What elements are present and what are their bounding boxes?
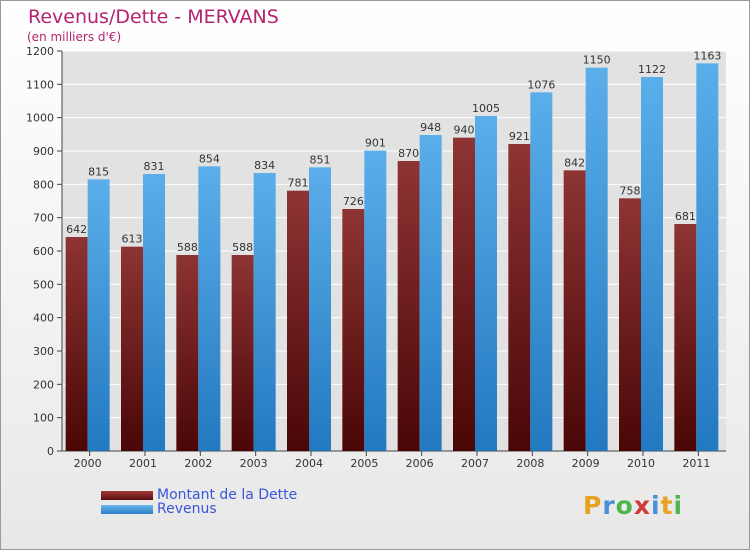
legend-item-revenue: Revenus — [101, 501, 217, 517]
bar-revenue — [198, 166, 221, 452]
y-tick-label: 300 — [33, 345, 54, 358]
x-tick-label: 2011 — [682, 457, 710, 470]
y-tick-label: 1200 — [26, 45, 54, 58]
data-label: 726 — [343, 195, 364, 208]
bar-debt — [65, 237, 88, 451]
x-tick-label: 2002 — [184, 457, 212, 470]
chart-subtitle: (en milliers d'€) — [27, 30, 122, 44]
data-label: 870 — [398, 147, 419, 160]
bar-debt — [231, 255, 254, 451]
bar-revenue — [253, 173, 276, 451]
data-label: 1150 — [583, 54, 611, 67]
data-label: 834 — [254, 159, 275, 172]
data-label: 613 — [122, 233, 143, 246]
data-label: 940 — [454, 124, 475, 137]
data-label: 1005 — [472, 102, 500, 115]
legend-label-debt: Montant de la Dette — [157, 487, 298, 503]
x-tick-label: 2004 — [295, 457, 323, 470]
bar-debt — [453, 137, 475, 451]
logo-letter: t — [660, 491, 674, 520]
y-tick-label: 700 — [33, 212, 54, 225]
bar-debt — [397, 161, 420, 451]
bar-debt — [508, 144, 531, 451]
logo-letter: i — [673, 491, 684, 520]
data-label: 642 — [66, 223, 87, 236]
bar-revenue — [530, 92, 553, 451]
y-tick-label: 1100 — [26, 78, 54, 91]
y-tick-label: 0 — [47, 445, 54, 458]
x-tick-label: 2009 — [572, 457, 600, 470]
logo-letter: i — [651, 491, 661, 520]
y-tick-label: 900 — [33, 145, 54, 158]
legend-label-revenue: Revenus — [157, 501, 217, 517]
bar-debt — [619, 198, 641, 451]
x-tick-label: 2008 — [516, 457, 544, 470]
x-tick-label: 2001 — [129, 457, 157, 470]
logo-letter: x — [633, 491, 651, 520]
bar-revenue — [87, 179, 110, 452]
legend-swatch-revenue — [101, 504, 153, 514]
data-label: 842 — [564, 156, 585, 169]
x-tick-label: 2005 — [350, 457, 378, 470]
y-tick-label: 800 — [33, 178, 54, 191]
y-tick-label: 100 — [33, 412, 54, 425]
data-label: 781 — [288, 177, 309, 190]
data-label: 1163 — [693, 49, 721, 62]
logo-letter: o — [615, 491, 634, 520]
bar-revenue — [585, 67, 608, 452]
y-tick-label: 500 — [33, 278, 54, 291]
data-label: 758 — [620, 184, 641, 197]
data-label: 948 — [420, 121, 441, 134]
y-tick-label: 1000 — [26, 112, 54, 125]
data-label: 831 — [144, 160, 165, 173]
x-tick-label: 2006 — [406, 457, 434, 470]
bar-debt — [121, 246, 143, 451]
data-label: 901 — [365, 137, 386, 150]
x-tick-label: 2000 — [74, 457, 102, 470]
legend-item-debt: Montant de la Dette — [101, 487, 297, 503]
bar-debt — [287, 190, 309, 451]
bar-revenue — [475, 116, 497, 451]
x-tick-label: 2010 — [627, 457, 655, 470]
chart-title: Revenus/Dette - MERVANS — [28, 6, 279, 28]
bar-revenue — [143, 174, 165, 451]
bar-debt — [563, 170, 586, 452]
x-tick-label: 2007 — [461, 457, 489, 470]
legend-swatch-debt — [101, 490, 153, 500]
bar-revenue — [364, 150, 387, 451]
bar-debt — [342, 209, 365, 451]
data-label: 588 — [177, 241, 198, 254]
bar-revenue — [641, 77, 663, 451]
bar-revenue — [696, 63, 719, 451]
y-tick-label: 200 — [33, 378, 54, 391]
data-label: 681 — [675, 210, 696, 223]
data-label: 851 — [310, 153, 331, 166]
data-label: 854 — [199, 152, 220, 165]
bar-revenue — [309, 167, 331, 452]
data-label: 815 — [88, 165, 109, 178]
x-tick-label: 2003 — [240, 457, 268, 470]
bar-debt — [176, 255, 199, 451]
data-label: 588 — [232, 241, 253, 254]
y-tick-label: 600 — [33, 245, 54, 258]
proxiti-logo: Proxiti — [583, 491, 683, 520]
data-label: 1076 — [527, 78, 555, 91]
data-label: 1122 — [638, 63, 666, 76]
data-label: 921 — [509, 130, 530, 143]
logo-letter: r — [602, 491, 616, 520]
bar-debt — [674, 224, 697, 451]
y-tick-label: 400 — [33, 312, 54, 325]
logo-letter: P — [583, 491, 603, 520]
bar-revenue — [419, 135, 442, 451]
